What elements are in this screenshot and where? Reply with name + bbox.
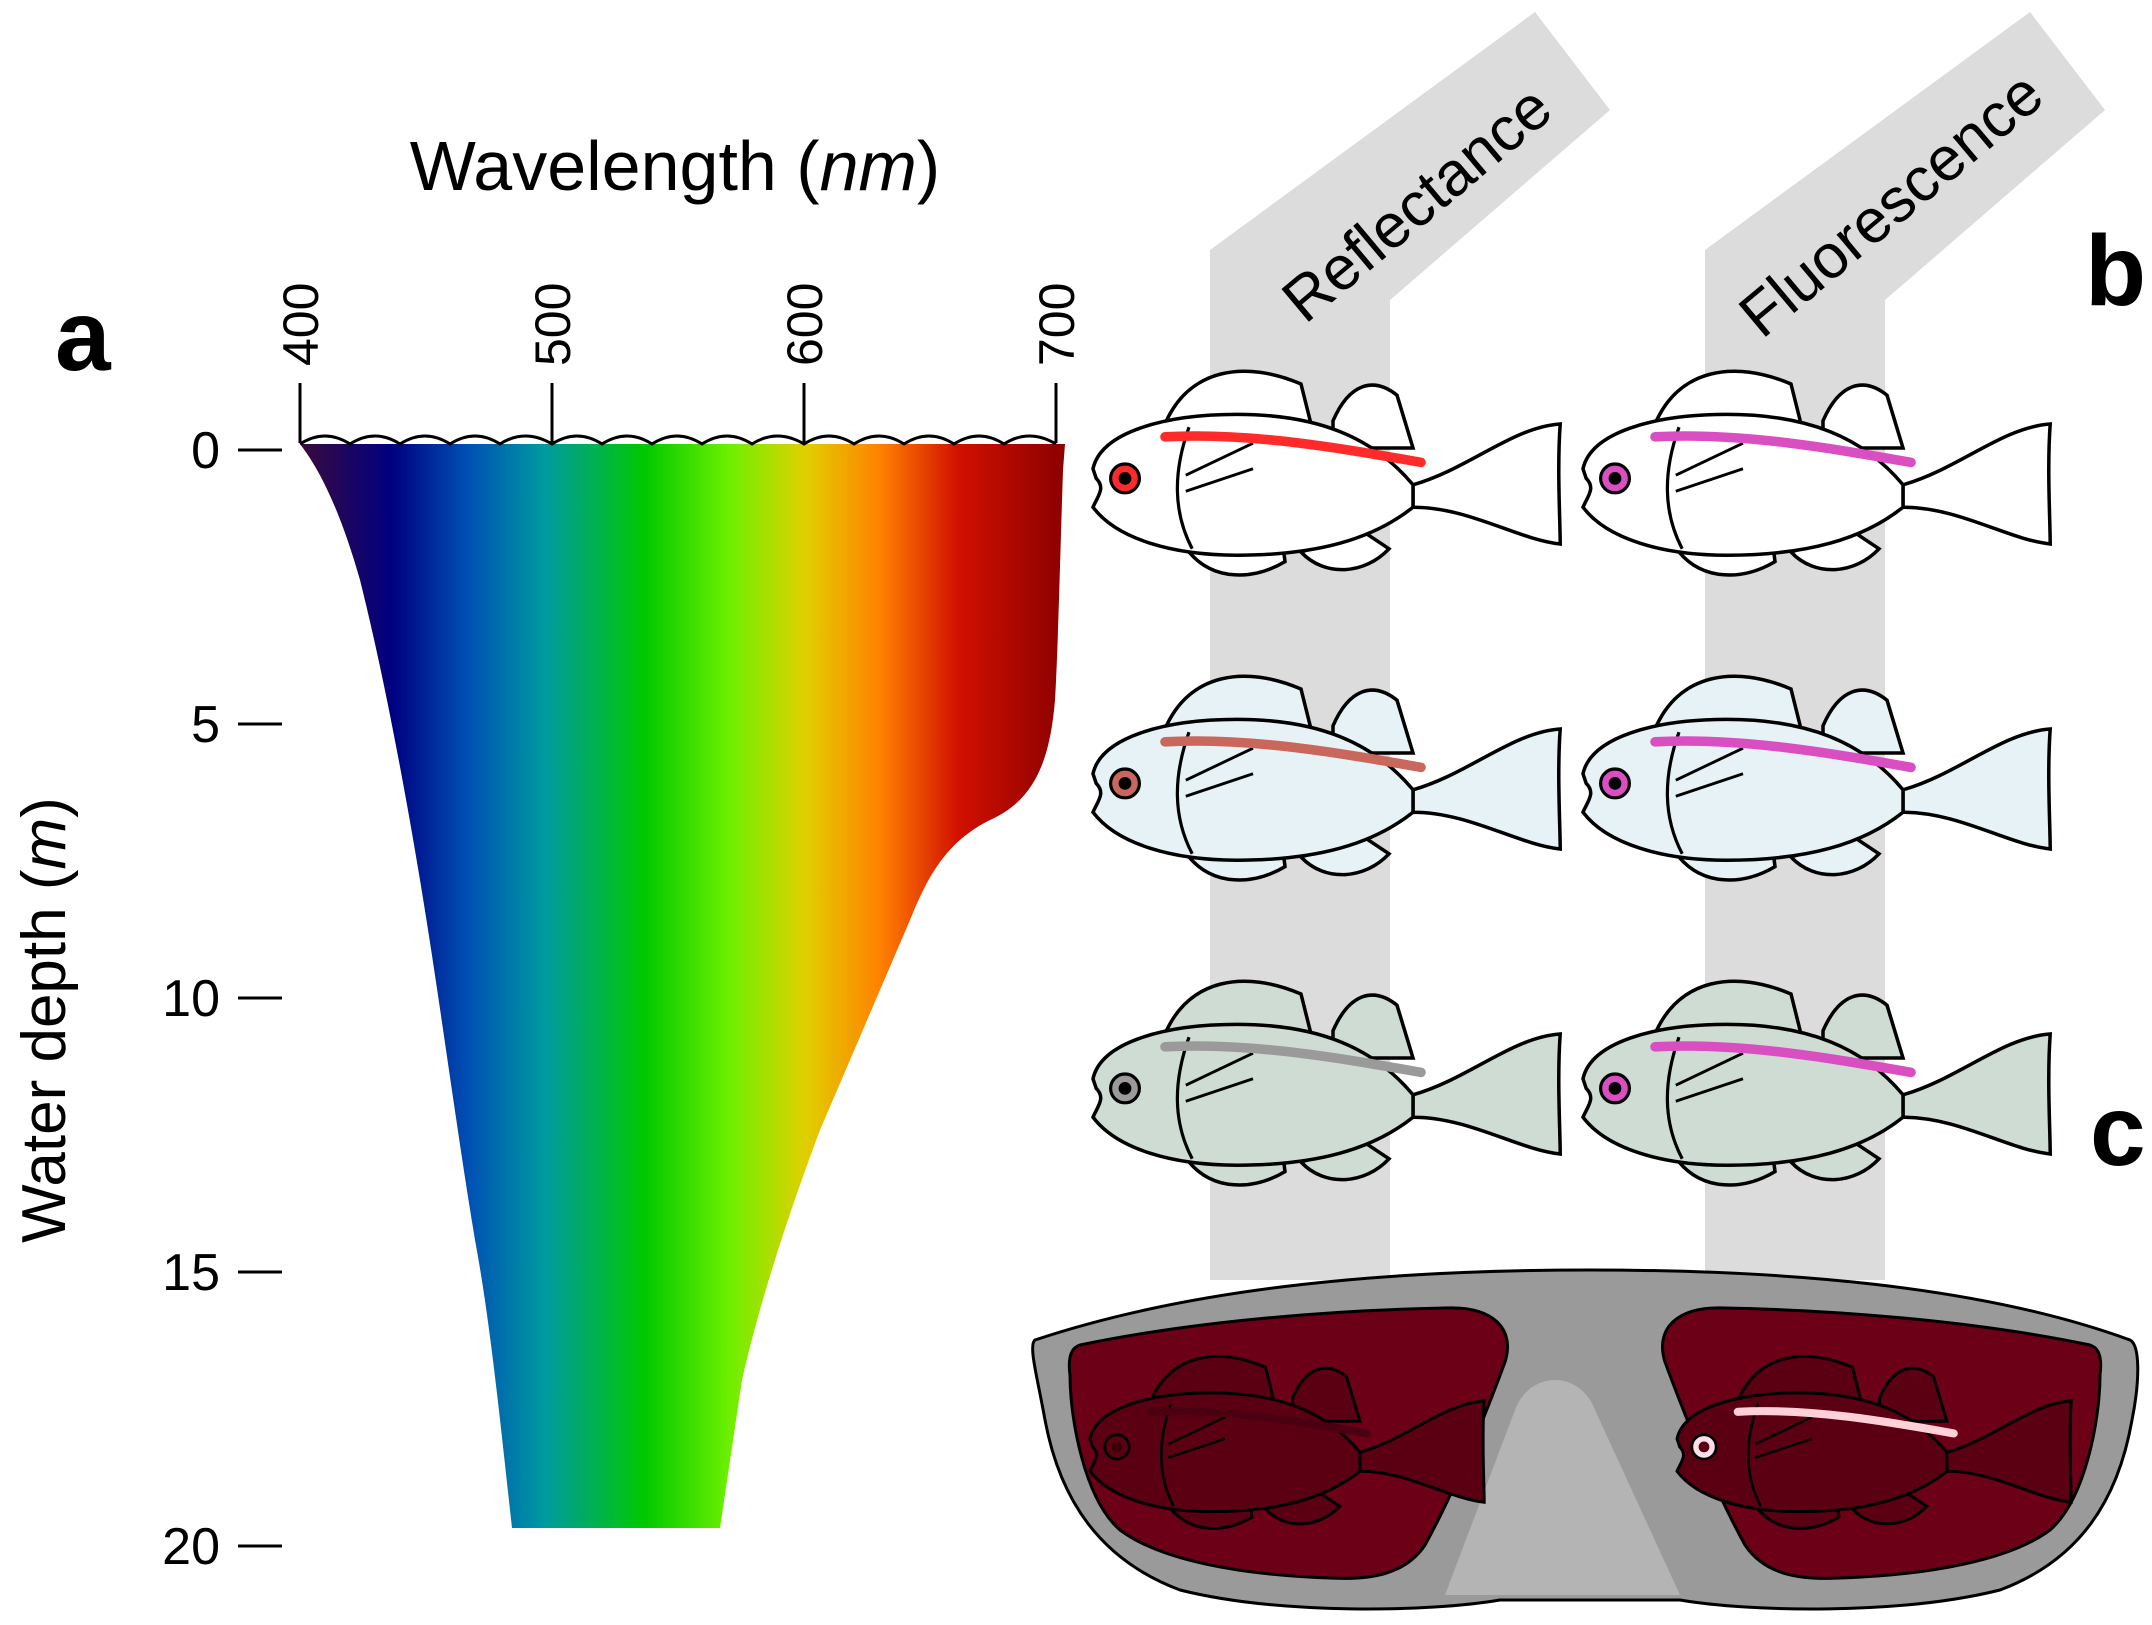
panel-label-b: b [2085, 215, 2146, 327]
fish-through-right-lens [1675, 1355, 2073, 1530]
y-tick-label-20: 20 [162, 1518, 220, 1576]
y-tick-label-5: 5 [191, 696, 220, 754]
y-tick-label-10: 10 [162, 970, 220, 1028]
x-tick-label-500: 500 [525, 283, 581, 366]
x-tick-label-700: 700 [1029, 283, 1085, 366]
fish-reflectance-mid [1091, 674, 1562, 882]
x-tick-label-600: 600 [777, 283, 833, 366]
fish-through-left-lens [1088, 1355, 1486, 1530]
beam-reflectance [1210, 12, 1610, 1280]
y-tick-label-0: 0 [191, 422, 220, 480]
y-axis-title: Water depth (m) [10, 797, 79, 1243]
y-axis [238, 448, 282, 1548]
filter-goggles [1031, 1268, 2140, 1611]
panel-label-c: c [2090, 1075, 2146, 1187]
fish-fluorescence-deep [1581, 979, 2052, 1187]
x-tick-label-400: 400 [273, 283, 329, 366]
fish-reflectance-shallow [1091, 369, 1562, 577]
goggle-bridge [1445, 1380, 1680, 1595]
water-surface [299, 434, 1057, 446]
fish-fluorescence-mid [1581, 674, 2052, 882]
fish-reflectance-deep [1091, 979, 1562, 1187]
panel-label-a: a [55, 280, 112, 392]
fish-fluorescence-shallow [1581, 369, 2052, 577]
beam-fluorescence [1705, 12, 2105, 1280]
x-axis-title: Wavelength (nm) [410, 127, 940, 205]
x-axis [298, 383, 1058, 443]
y-tick-label-15: 15 [162, 1244, 220, 1302]
depth-spectrum-funnel [300, 444, 1065, 1528]
